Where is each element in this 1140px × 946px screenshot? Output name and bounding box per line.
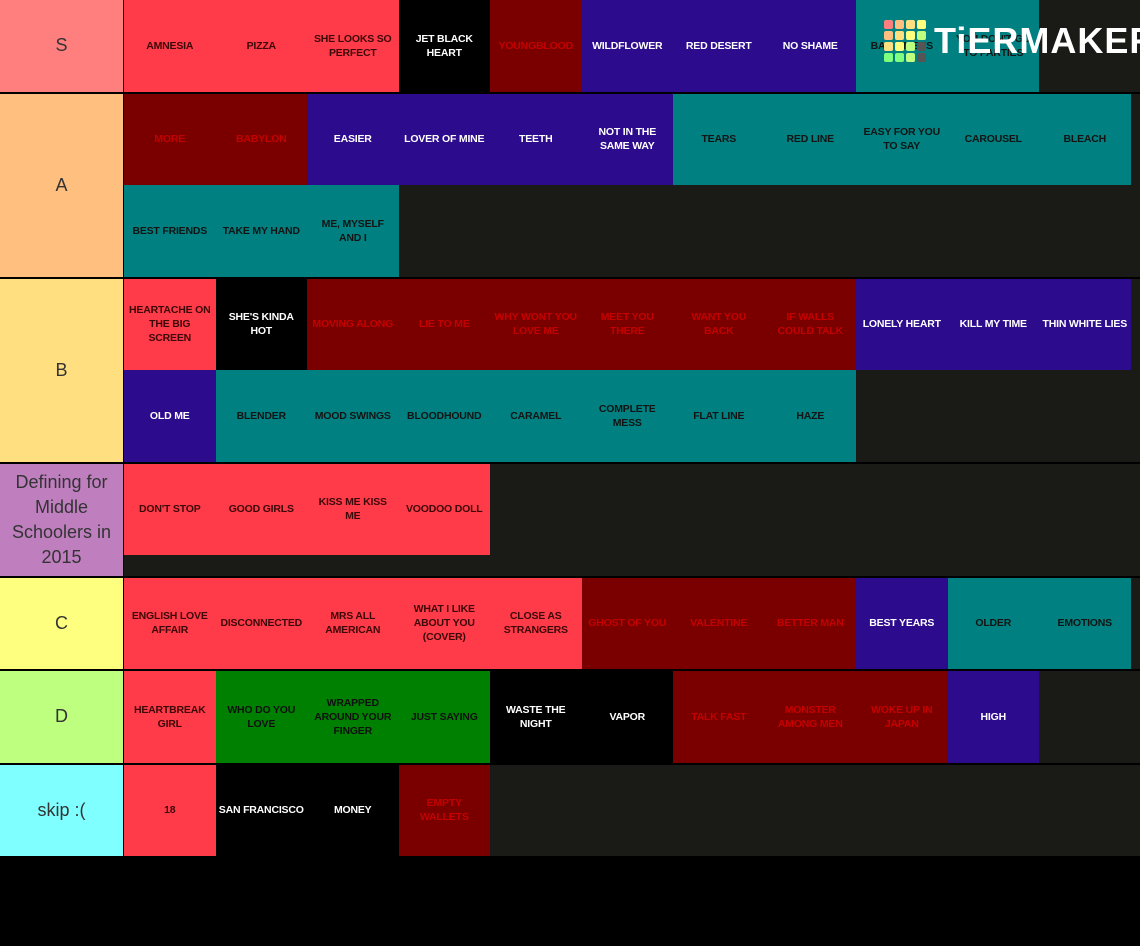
tier-item: TAKE MY HAND	[215, 185, 307, 277]
logo-text: TiERMAKER	[934, 20, 1140, 61]
tier-item: MONSTER AMONG MEN	[764, 671, 856, 763]
tier-item: VALENTINE	[673, 577, 765, 669]
tier-row: B HEARTACHE ON THE BIG SCREEN SHE'S KINDA …	[0, 278, 1140, 462]
tier-item: ME, MYSELF AND I	[307, 185, 399, 277]
tier-item: MOVING ALONG	[307, 278, 399, 370]
tier-label: S	[0, 0, 124, 92]
tier-item: VOODOO DOLL	[398, 463, 490, 555]
tier-item: LIE TO ME	[398, 278, 490, 370]
tier-item: KISS ME KISS ME	[307, 463, 399, 555]
tier-item: MOOD SWINGS	[307, 370, 399, 462]
tier-item: COMPLETE MESS	[581, 370, 673, 462]
tier-item: CARAMEL	[490, 370, 582, 462]
tier-item: WANT YOU BACK	[673, 278, 765, 370]
tier-item: RED LINE	[764, 93, 856, 185]
tier-item: HEARTBREAK GIRL	[124, 671, 216, 763]
tier-items: 18 SAN FRANCISCO MONEY EMPTY WALLETS	[124, 764, 1139, 856]
tier-item: GOOD GIRLS	[215, 463, 307, 555]
tier-item: 18	[124, 764, 216, 856]
logo-icon	[884, 20, 926, 62]
tier-items: HEARTACHE ON THE BIG SCREEN SHE'S KINDA H…	[124, 278, 1139, 462]
tier-label: C	[0, 577, 124, 669]
tier-item: CLOSE AS STRANGERS	[490, 577, 582, 669]
tier-label: Defining for Middle Schoolers in 2015	[0, 463, 124, 576]
tier-item: MRS ALL AMERICAN	[307, 577, 399, 669]
tier-item: WHO DO YOU LOVE	[215, 671, 307, 763]
tier-item: EASY FOR YOU TO SAY	[856, 93, 948, 185]
tier-item: WHAT I LIKE ABOUT YOU (COVER)	[398, 577, 490, 669]
tier-item: MORE	[124, 93, 216, 185]
tier-item: RED DESERT	[673, 0, 765, 92]
tier-item: YOU DON'T GO TO PARTIES	[947, 0, 1039, 92]
tier-item: LONELY HEART	[856, 278, 948, 370]
tier-label: D	[0, 671, 124, 763]
tier-item: NOT IN THE SAME WAY	[581, 93, 673, 185]
tier-label: B	[0, 278, 124, 462]
tier-item: BEST YEARS	[856, 577, 948, 669]
tier-item: TALK FAST	[673, 671, 765, 763]
tier-item: WILDFLOWER	[581, 0, 673, 92]
tier-item: JUST SAYING	[398, 671, 490, 763]
tier-item: SHE'S KINDA HOT	[215, 278, 307, 370]
tier-item: SHE LOOKS SO PERFECT	[307, 0, 399, 92]
tier-item: TEETH	[490, 93, 582, 185]
tier-row: skip :(18 SAN FRANCISCO MONEY EMPTY WALLETS	[0, 764, 1140, 856]
tier-item: THIN WHITE LIES	[1039, 278, 1131, 370]
tier-item: TEARS	[673, 93, 765, 185]
tier-item: EMOTIONS	[1039, 577, 1131, 669]
tier-items: DON'T STOP GOOD GIRLS KISS ME KISS ME VOODO…	[124, 463, 1139, 576]
tier-item: OLD ME	[124, 370, 216, 462]
tier-row: C ENGLISH LOVE AFFAIR DISCONNECTED MRS ALL …	[0, 577, 1140, 669]
tier-item: DISCONNECTED	[215, 577, 307, 669]
tier-item: AMNESIA	[124, 0, 216, 92]
tier-item: OLDER	[947, 577, 1039, 669]
tier-item: WOKE UP IN JAPAN	[856, 671, 948, 763]
tier-item: IF WALLS COULD TALK	[764, 278, 856, 370]
tier-item: KILL MY TIME	[947, 278, 1039, 370]
tier-row: Defining for Middle Schoolers in 2015 DON…	[0, 463, 1140, 576]
tier-item: HIGH	[947, 671, 1039, 763]
tier-item: ENGLISH LOVE AFFAIR	[124, 577, 216, 669]
tier-items: AMNESIA PIZZA SHE LOOKS SO PERFECT JET BLAC…	[124, 0, 1139, 92]
tier-item: EASIER	[307, 93, 399, 185]
logo: TiERMAKER	[884, 20, 1140, 62]
tier-item: VAPOR	[581, 671, 673, 763]
tier-item: MEET YOU THERE	[581, 278, 673, 370]
tier-item: HEARTACHE ON THE BIG SCREEN	[124, 278, 216, 370]
tier-item: CAROUSEL	[947, 93, 1039, 185]
tier-item: WRAPPED AROUND YOUR FINGER	[307, 671, 399, 763]
tier-label: A	[0, 93, 124, 277]
tier-item: EMPTY WALLETS	[398, 764, 490, 856]
tier-item: BEST FRIENDS	[124, 185, 216, 277]
tier-item: WASTE THE NIGHT	[490, 671, 582, 763]
tier-items: HEARTBREAK GIRL WHO DO YOU LOVE WRAPPED AR…	[124, 671, 1139, 763]
tier-item: FLAT LINE	[673, 370, 765, 462]
tier-row: S AMNESIA PIZZA SHE LOOKS SO PERFECT JET BLA…	[0, 0, 1140, 92]
tier-item: HAZE	[764, 370, 856, 462]
tier-item: BLEACH	[1039, 93, 1131, 185]
tier-item: BLENDER	[215, 370, 307, 462]
tier-row: A MORE BABYLON EASIER LOVER OF MINE TEETH NOT …	[0, 93, 1140, 277]
tier-item: WHY WONT YOU LOVE ME	[490, 278, 582, 370]
tier-item: SAN FRANCISCO	[215, 764, 307, 856]
tier-item: PIZZA	[215, 0, 307, 92]
tier-label: skip :(	[0, 764, 124, 856]
tier-items: ENGLISH LOVE AFFAIR DISCONNECTED MRS ALL A…	[124, 577, 1139, 669]
tier-item: LOVER OF MINE	[398, 93, 490, 185]
tier-item: NO SHAME	[764, 0, 856, 92]
tier-row: D HEARTBREAK GIRL WHO DO YOU LOVE WRAPPED A…	[0, 671, 1140, 763]
tier-item: DON'T STOP	[124, 463, 216, 555]
tier-item: BABYLON	[215, 93, 307, 185]
tier-item: MONEY	[307, 764, 399, 856]
tier-item: BLOODHOUND	[398, 370, 490, 462]
tier-item: JET BLACK HEART	[398, 0, 490, 92]
tier-item: GHOST OF YOU	[581, 577, 673, 669]
tier-item: YOUNGBLOOD	[490, 0, 582, 92]
tier-items: MORE BABYLON EASIER LOVER OF MINE TEETH NOT I…	[124, 93, 1139, 277]
tier-item: BETTER MAN	[764, 577, 856, 669]
